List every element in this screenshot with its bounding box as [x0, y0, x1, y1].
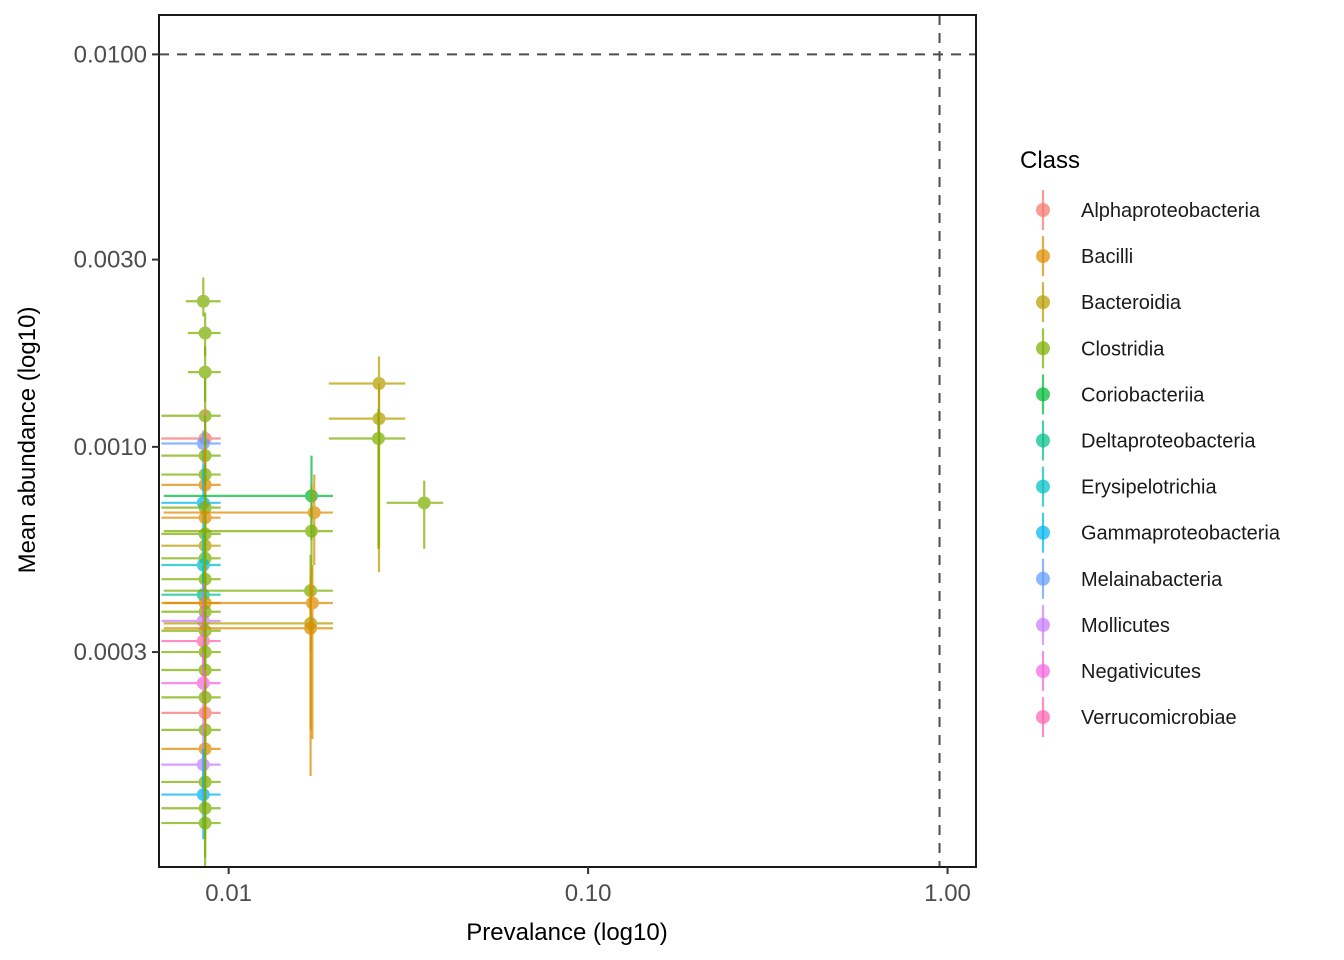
legend-item: Bacilli	[1036, 236, 1133, 277]
legend-key-point	[1036, 433, 1050, 448]
legend-label: Alphaproteobacteria	[1081, 200, 1261, 222]
panel-border	[158, 14, 977, 868]
legend-label: Gammaproteobacteria	[1081, 523, 1281, 545]
legend-key-point	[1036, 479, 1050, 494]
legend-item: Erysipelotrichia	[1036, 466, 1217, 507]
legend-label: Verrucomicrobiae	[1081, 707, 1237, 729]
legend-key-point	[1036, 203, 1050, 217]
axes: 0.01 0.10 1.00 0.0003 0.0010 0.0030 0.0100	[74, 14, 977, 907]
y-tick-label: 0.0100	[74, 41, 147, 68]
legend-item: Deltaproteobacteria	[1036, 420, 1256, 461]
legend-item: Verrucomicrobiae	[1036, 697, 1237, 738]
data-point-group	[386, 480, 444, 549]
data-point	[196, 676, 210, 690]
data-marks	[161, 277, 444, 867]
data-point-group	[328, 408, 406, 549]
legend-key-point	[1036, 525, 1050, 540]
data-point	[307, 506, 321, 520]
legend-item: Coriobacteriia	[1036, 374, 1205, 415]
legend-key-point	[1036, 664, 1050, 678]
y-axis-title: Mean abundance (log10)	[14, 307, 41, 574]
data-point-group	[161, 770, 221, 867]
data-point	[304, 621, 318, 635]
data-point	[196, 436, 210, 450]
data-point	[305, 596, 319, 610]
legend-item: Negativicutes	[1036, 651, 1201, 691]
legend-key-point	[1036, 710, 1050, 725]
legend-label: Mollicutes	[1081, 615, 1170, 637]
data-point	[198, 326, 212, 340]
legend-label: Clostridia	[1081, 338, 1165, 360]
data-point-group	[161, 430, 221, 465]
legend-key-point	[1036, 617, 1050, 632]
data-point	[417, 496, 431, 510]
x-tick-label: 0.01	[205, 880, 252, 907]
x-tick-label: 0.10	[565, 880, 612, 907]
data-point	[371, 432, 385, 446]
legend-label: Bacilli	[1081, 246, 1133, 268]
legend-title: Class	[1020, 147, 1080, 174]
y-tick-label: 0.0003	[74, 639, 147, 666]
data-point	[198, 816, 212, 830]
x-axis-title: Prevalance (log10)	[466, 919, 667, 946]
data-point-group	[163, 484, 333, 583]
legend-label: Coriobacteriia	[1081, 384, 1205, 406]
legend-item: Melainabacteria	[1036, 558, 1223, 599]
x-tick-label: 1.00	[924, 880, 971, 907]
legend-key-point	[1036, 387, 1050, 402]
data-point	[304, 524, 318, 538]
data-point	[196, 294, 210, 308]
y-tick-label: 0.0010	[74, 434, 147, 461]
data-point	[196, 634, 210, 648]
data-point	[198, 365, 212, 379]
data-point-group	[163, 564, 333, 740]
legend-key-point	[1036, 295, 1050, 310]
legend-item: Mollicutes	[1036, 604, 1170, 645]
legend-label: Melainabacteria	[1081, 569, 1223, 591]
legend-key-point	[1036, 341, 1050, 356]
legend-item: Alphaproteobacteria	[1036, 190, 1261, 230]
legend-label: Deltaproteobacteria	[1081, 431, 1256, 453]
legend-label: Erysipelotrichia	[1081, 477, 1217, 499]
data-point-group	[163, 582, 333, 776]
legend-label: Negativicutes	[1081, 661, 1201, 683]
legend-key-point	[1036, 571, 1050, 586]
legend-label: Bacteroidia	[1081, 292, 1182, 314]
legend-item: Gammaproteobacteria	[1036, 512, 1281, 553]
legend: Class Alphaproteobacteria Bacilli Bacteroi…	[1020, 147, 1281, 738]
reference-lines	[159, 15, 976, 867]
legend-item: Clostridia	[1036, 328, 1165, 369]
legend-item: Bacteroidia	[1036, 282, 1182, 323]
data-point-group	[185, 277, 221, 317]
data-point	[196, 788, 210, 802]
legend-key-point	[1036, 249, 1050, 264]
y-tick-label: 0.0030	[74, 247, 147, 274]
